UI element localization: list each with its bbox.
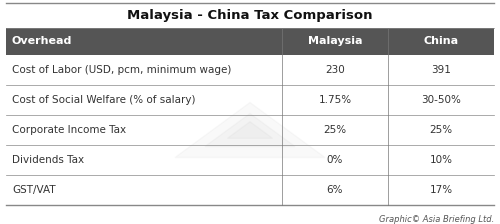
Text: 25%: 25% [430, 125, 452, 135]
Text: Graphic© Asia Briefing Ltd.: Graphic© Asia Briefing Ltd. [379, 215, 494, 224]
Text: 6%: 6% [326, 185, 343, 195]
Text: 10%: 10% [430, 155, 452, 165]
Text: 17%: 17% [430, 185, 452, 195]
Text: 1.75%: 1.75% [318, 95, 352, 105]
Polygon shape [175, 103, 325, 157]
Text: Dividends Tax: Dividends Tax [12, 155, 84, 165]
Text: Overhead: Overhead [12, 37, 72, 47]
Text: China: China [424, 37, 458, 47]
Text: Corporate Income Tax: Corporate Income Tax [12, 125, 126, 135]
Text: GST/VAT: GST/VAT [12, 185, 56, 195]
Text: Malaysia: Malaysia [308, 37, 362, 47]
Polygon shape [205, 114, 295, 146]
Text: Malaysia - China Tax Comparison: Malaysia - China Tax Comparison [127, 9, 373, 22]
Text: 0%: 0% [326, 155, 343, 165]
Text: 25%: 25% [324, 125, 346, 135]
Text: 391: 391 [431, 65, 451, 75]
Text: 230: 230 [325, 65, 345, 75]
Text: 30-50%: 30-50% [421, 95, 461, 105]
Text: Cost of Social Welfare (% of salary): Cost of Social Welfare (% of salary) [12, 95, 196, 105]
Bar [6, 28, 494, 55]
Polygon shape [228, 122, 272, 138]
Text: Cost of Labor (USD, pcm, minimum wage): Cost of Labor (USD, pcm, minimum wage) [12, 65, 232, 75]
